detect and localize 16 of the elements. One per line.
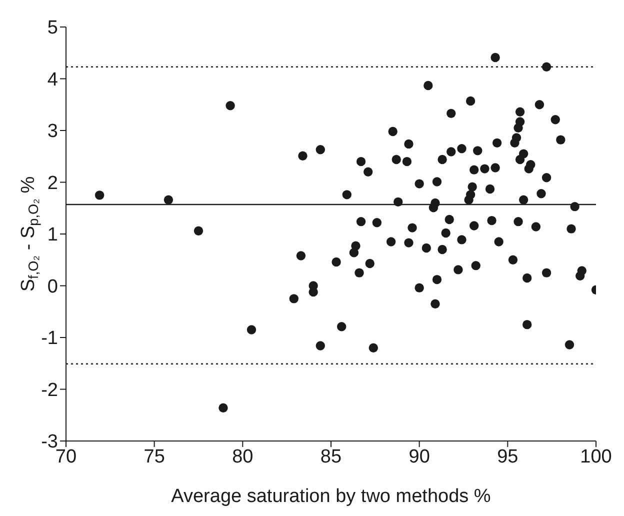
- y-tick-label: 4: [47, 69, 58, 90]
- y-tick-label: 3: [47, 121, 58, 142]
- x-tick-label: 70: [55, 446, 77, 468]
- y-tick-label: -1: [41, 328, 58, 350]
- x-tick-label: 90: [408, 446, 430, 468]
- y-tick-label: -2: [41, 380, 58, 401]
- y-tick-label: 1: [47, 224, 58, 246]
- x-tick-label: 95: [497, 446, 518, 468]
- x-tick-label: 75: [144, 446, 165, 468]
- x-tick-label: 80: [232, 446, 254, 468]
- x-axis-title: Average saturation by two methods %: [171, 486, 491, 507]
- y-tick-label: 0: [47, 276, 58, 298]
- x-tick-label: 85: [320, 446, 342, 468]
- y-tick-label: 2: [47, 172, 58, 194]
- y-tick-label: 5: [47, 18, 58, 39]
- x-tick-label: 100: [580, 446, 612, 468]
